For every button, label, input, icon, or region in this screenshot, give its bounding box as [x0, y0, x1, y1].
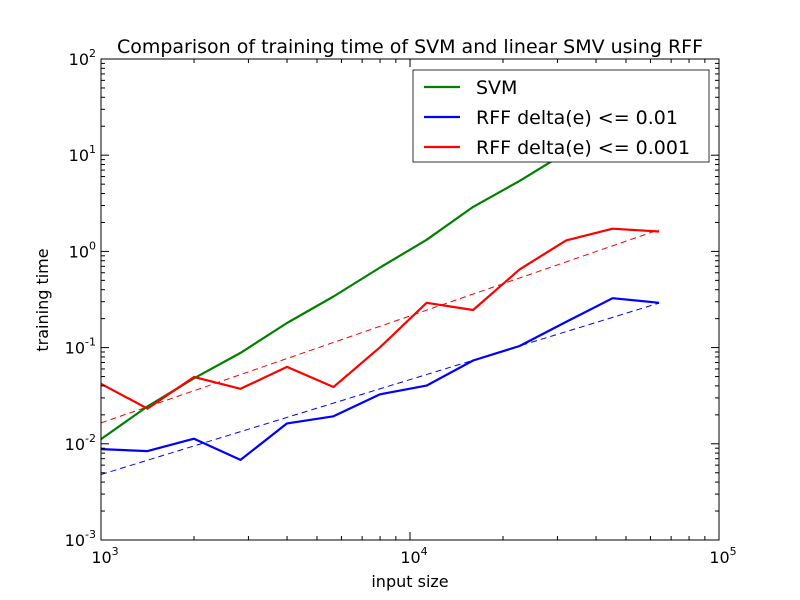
y-tick-label: 102	[69, 47, 96, 69]
y-tick-label: 101	[69, 143, 96, 165]
x-tick-labels: 103 104 105	[91, 545, 736, 567]
legend-frame	[412, 69, 710, 163]
x-tick-label: 103	[91, 545, 118, 567]
legend: SVM RFF delta(e) <= 0.01 RFF delta(e) <= 0…	[412, 69, 710, 163]
y-tick-label: 100	[69, 239, 96, 261]
y-tick-labels: 10-3 10-2 10-1 100 101 102	[65, 47, 96, 550]
ticks	[100, 58, 720, 541]
legend-label: RFF delta(e) <= 0.001	[476, 137, 690, 159]
fit-line-0	[100, 302, 660, 475]
series-line-2	[100, 227, 660, 410]
legend-label: RFF delta(e) <= 0.01	[476, 107, 678, 129]
x-tick-label: 104	[400, 545, 427, 567]
fit-line-1	[100, 229, 660, 424]
x-tick-label: 105	[709, 545, 736, 567]
legend-label: SVM	[476, 77, 517, 99]
chart-title: Comparison of training time of SVM and l…	[117, 36, 703, 58]
y-axis-label: training time	[33, 248, 52, 351]
fit-lines	[100, 229, 660, 475]
y-tick-label: 10-2	[65, 432, 96, 454]
y-tick-label: 10-1	[65, 336, 96, 358]
y-tick-label: 10-3	[65, 528, 96, 550]
x-axis-label: input size	[371, 572, 448, 591]
legend-entries: SVM RFF delta(e) <= 0.01 RFF delta(e) <= 0…	[424, 77, 690, 159]
series-line-1	[100, 297, 660, 461]
